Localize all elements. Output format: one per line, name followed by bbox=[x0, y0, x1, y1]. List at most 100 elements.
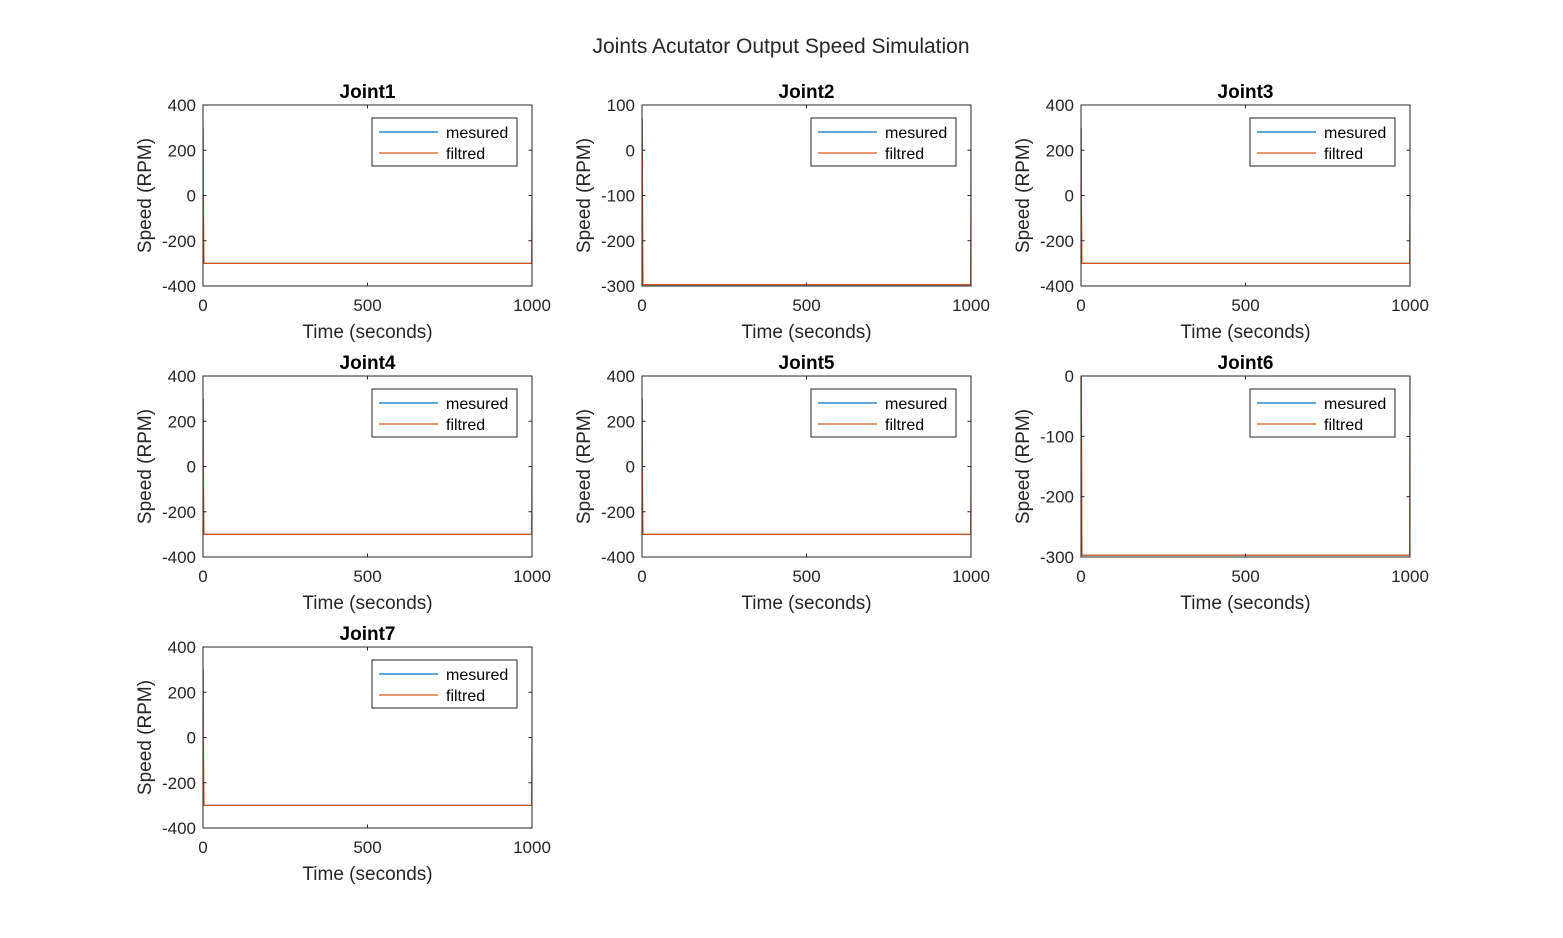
y-tick-label: 100 bbox=[607, 96, 635, 115]
x-tick-label: 500 bbox=[353, 296, 381, 315]
legend-box bbox=[371, 388, 518, 438]
legend: mesured filtred bbox=[371, 659, 518, 709]
subplot-joint2: 0 500 1000 -300 -200 -100 0 100 Joint2 Time (seco… bbox=[574, 82, 990, 343]
y-tick-label: -200 bbox=[601, 232, 635, 251]
subplot-joint1: 0 500 1000 -400 -200 0 200 400 Joint1 Time (secon… bbox=[135, 82, 551, 343]
subplot-title: Joint4 bbox=[340, 353, 396, 374]
y-tick-label: 200 bbox=[168, 683, 196, 702]
y-tick-label: 400 bbox=[168, 638, 196, 657]
y-tick-label: 400 bbox=[1046, 96, 1074, 115]
subplot-title: Joint6 bbox=[1218, 353, 1274, 374]
y-tick-label: 0 bbox=[187, 729, 196, 748]
y-tick-label: -200 bbox=[601, 503, 635, 522]
subplot-joint7: 0 500 1000 -400 -200 0 200 400 Joint7 Time (secon… bbox=[135, 624, 551, 885]
legend: mesured filtred bbox=[810, 388, 957, 438]
x-tick-label: 500 bbox=[792, 296, 820, 315]
legend-label-filtred: filtred bbox=[1324, 417, 1363, 434]
y-tick-label: -100 bbox=[601, 187, 635, 206]
legend-label-mesured: mesured bbox=[446, 667, 508, 684]
legend: mesured filtred bbox=[810, 117, 957, 167]
x-axis-label: Time (seconds) bbox=[1180, 593, 1310, 614]
y-tick-label: 0 bbox=[187, 187, 196, 206]
subplot-title: Joint2 bbox=[779, 82, 835, 103]
legend-label-filtred: filtred bbox=[1324, 146, 1363, 163]
y-axis-label: Speed (RPM) bbox=[135, 138, 156, 253]
x-tick-label: 0 bbox=[198, 838, 207, 857]
legend: mesured filtred bbox=[371, 388, 518, 438]
legend: mesured filtred bbox=[1249, 388, 1396, 438]
x-tick-label: 0 bbox=[637, 296, 646, 315]
y-tick-label: -400 bbox=[601, 548, 635, 567]
x-tick-label: 1000 bbox=[513, 567, 551, 586]
legend-label-filtred: filtred bbox=[446, 688, 485, 705]
x-tick-label: 0 bbox=[198, 296, 207, 315]
subplot-joint5: 0 500 1000 -400 -200 0 200 400 Joint5 Time (secon… bbox=[574, 353, 990, 614]
legend-label-filtred: filtred bbox=[446, 146, 485, 163]
y-tick-label: -300 bbox=[601, 277, 635, 296]
legend-box bbox=[810, 117, 957, 167]
x-tick-label: 0 bbox=[637, 567, 646, 586]
y-tick-label: 0 bbox=[626, 458, 635, 477]
y-tick-label: -100 bbox=[1040, 427, 1074, 446]
x-tick-label: 500 bbox=[1231, 296, 1259, 315]
legend: mesured filtred bbox=[1249, 117, 1396, 167]
x-axis-label: Time (seconds) bbox=[302, 322, 432, 343]
x-tick-label: 1000 bbox=[513, 838, 551, 857]
subplot-joint3: 0 500 1000 -400 -200 0 200 400 Joint3 Time (secon… bbox=[1013, 82, 1429, 343]
y-tick-label: 400 bbox=[168, 96, 196, 115]
x-tick-label: 500 bbox=[353, 567, 381, 586]
x-tick-label: 0 bbox=[198, 567, 207, 586]
x-axis-label: Time (seconds) bbox=[302, 593, 432, 614]
subplot-joint6: 0 500 1000 -300 -200 -100 0 Joint6 Time (seconds… bbox=[1013, 353, 1429, 614]
subplot-joint4: 0 500 1000 -400 -200 0 200 400 Joint4 Time (secon… bbox=[135, 353, 551, 614]
legend-label-mesured: mesured bbox=[885, 396, 947, 413]
y-tick-label: 200 bbox=[1046, 141, 1074, 160]
x-tick-label: 1000 bbox=[513, 296, 551, 315]
legend-box bbox=[810, 388, 957, 438]
legend: mesured filtred bbox=[371, 117, 518, 167]
y-tick-label: -400 bbox=[1040, 277, 1074, 296]
y-axis-label: Speed (RPM) bbox=[574, 409, 595, 524]
legend-label-mesured: mesured bbox=[446, 125, 508, 142]
legend-box bbox=[1249, 117, 1396, 167]
legend-box bbox=[371, 659, 518, 709]
y-tick-label: 0 bbox=[187, 458, 196, 477]
x-tick-label: 1000 bbox=[1391, 567, 1429, 586]
y-tick-label: 0 bbox=[626, 141, 635, 160]
x-axis-label: Time (seconds) bbox=[1180, 322, 1310, 343]
y-tick-label: -400 bbox=[162, 548, 196, 567]
legend-label-mesured: mesured bbox=[885, 125, 947, 142]
subplot-title: Joint5 bbox=[779, 353, 835, 374]
x-axis-label: Time (seconds) bbox=[741, 593, 871, 614]
subplot-title: Joint7 bbox=[340, 624, 396, 645]
y-tick-label: 400 bbox=[607, 367, 635, 386]
legend-label-mesured: mesured bbox=[446, 396, 508, 413]
figure-title: Joints Acutator Output Speed Simulation bbox=[592, 35, 969, 58]
y-axis-label: Speed (RPM) bbox=[1013, 409, 1034, 524]
y-tick-label: -200 bbox=[1040, 232, 1074, 251]
legend-label-filtred: filtred bbox=[885, 146, 924, 163]
x-tick-label: 0 bbox=[1076, 567, 1085, 586]
legend-box bbox=[371, 117, 518, 167]
y-axis-label: Speed (RPM) bbox=[1013, 138, 1034, 253]
y-axis-label: Speed (RPM) bbox=[135, 680, 156, 795]
x-tick-label: 1000 bbox=[1391, 296, 1429, 315]
y-axis-label: Speed (RPM) bbox=[135, 409, 156, 524]
x-tick-label: 500 bbox=[1231, 567, 1259, 586]
y-tick-label: 200 bbox=[607, 412, 635, 431]
y-tick-label: -400 bbox=[162, 819, 196, 838]
x-tick-label: 1000 bbox=[952, 567, 990, 586]
y-axis-label: Speed (RPM) bbox=[574, 138, 595, 253]
x-tick-label: 1000 bbox=[952, 296, 990, 315]
legend-box bbox=[1249, 388, 1396, 438]
x-tick-label: 0 bbox=[1076, 296, 1085, 315]
subplot-title: Joint1 bbox=[340, 82, 396, 103]
y-tick-label: 400 bbox=[168, 367, 196, 386]
legend-label-mesured: mesured bbox=[1324, 396, 1386, 413]
x-axis-label: Time (seconds) bbox=[302, 864, 432, 885]
y-tick-label: 0 bbox=[1065, 367, 1074, 386]
y-tick-label: -400 bbox=[162, 277, 196, 296]
y-tick-label: 0 bbox=[1065, 187, 1074, 206]
